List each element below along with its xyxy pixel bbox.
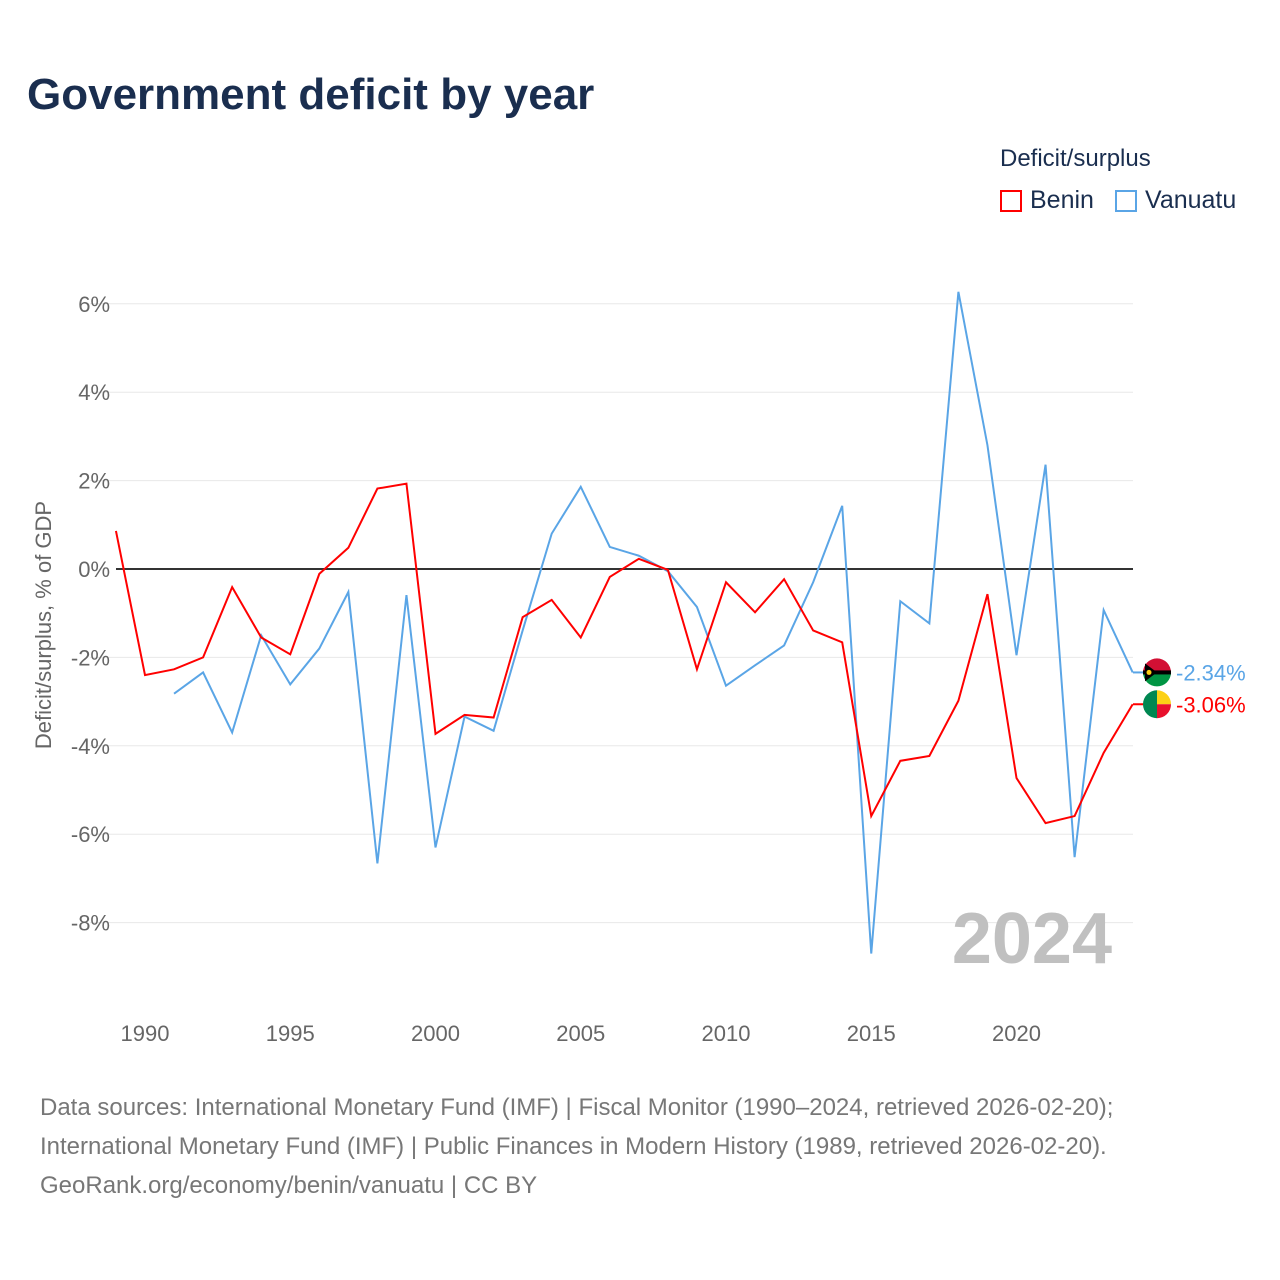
- x-tick-label: 2020: [992, 1021, 1041, 1046]
- x-tick-label: 2015: [847, 1021, 896, 1046]
- y-tick-label: -8%: [71, 911, 110, 936]
- x-tick-label: 1995: [266, 1021, 315, 1046]
- legend-label-vanuatu: Vanuatu: [1145, 186, 1237, 214]
- vanuatu-flag-icon: [1143, 658, 1171, 687]
- series-line-vanuatu: [173, 291, 1134, 954]
- legend-swatch-benin: [1000, 189, 1022, 212]
- benin-flag-icon: [1143, 690, 1171, 719]
- x-tick-label: 1990: [121, 1021, 170, 1046]
- source-line-1: Data sources: International Monetary Fun…: [40, 1094, 1114, 1121]
- y-tick-label: 0%: [78, 557, 110, 582]
- y-tick-label: -6%: [71, 822, 110, 847]
- y-tick-label: 2%: [78, 469, 110, 494]
- y-tick-label: 6%: [78, 292, 110, 317]
- chart-title: Government deficit by year: [27, 70, 595, 119]
- source-line-3: GeoRank.org/economy/benin/vanuatu | CC B…: [40, 1172, 538, 1199]
- legend-swatch-vanuatu: [1115, 189, 1137, 212]
- y-tick-label: 4%: [78, 380, 110, 405]
- x-tick-label: 2010: [702, 1021, 751, 1046]
- y-axis-label: Deficit/surplus, % of GDP: [31, 501, 56, 749]
- x-tick-label: 2000: [411, 1021, 460, 1046]
- footer: Data sources: International Monetary Fun…: [40, 1088, 1113, 1205]
- x-tick-label: 2005: [556, 1021, 605, 1046]
- legend-title: Deficit/surplus: [1000, 145, 1151, 172]
- legend-label-benin: Benin: [1030, 186, 1094, 214]
- legend-item-vanuatu[interactable]: Vanuatu: [1115, 186, 1236, 215]
- y-tick-label: -4%: [71, 734, 110, 759]
- legend-item-benin[interactable]: Benin: [1000, 186, 1094, 215]
- end-label-benin: -3.06%: [1176, 692, 1246, 717]
- year-watermark: 2024: [952, 899, 1112, 979]
- y-tick-label: -2%: [71, 645, 110, 670]
- series-line-benin: [114, 482, 1134, 825]
- end-label-vanuatu: -2.34%: [1176, 660, 1246, 685]
- source-line-2: International Monetary Fund (IMF) | Publ…: [40, 1133, 1107, 1160]
